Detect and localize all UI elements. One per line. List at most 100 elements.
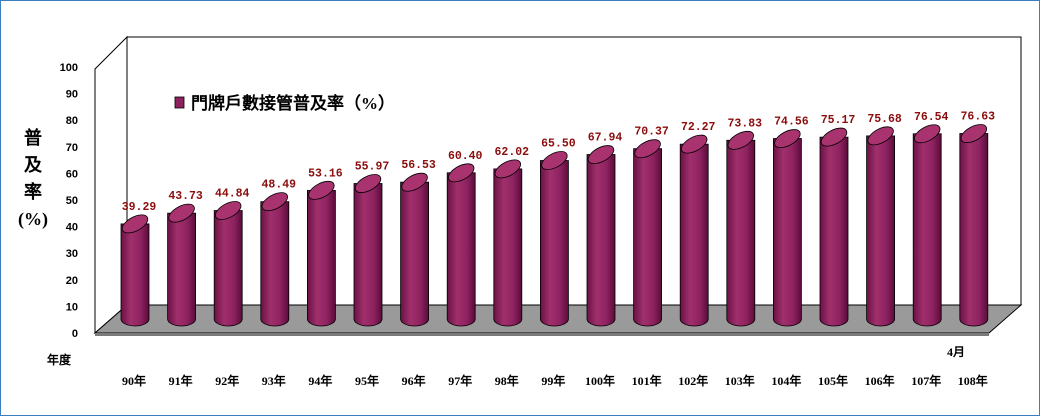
x-tick-label: 96年 xyxy=(402,373,426,388)
bar-body xyxy=(959,133,989,327)
data-labels: 39.29 43.73 44.84 48.49 53.16 55.97 56.53 60.40… xyxy=(122,111,995,214)
y-axis-title-part: (%) xyxy=(18,209,48,230)
x-tick-label: 98年 xyxy=(495,373,519,388)
bar-top xyxy=(820,127,848,147)
bar-top xyxy=(494,159,521,179)
x-tick-label: 92年 xyxy=(215,373,239,388)
y-tick-label: 50 xyxy=(66,195,78,207)
bar-body xyxy=(679,143,709,327)
floor-front-edge xyxy=(95,333,989,336)
bar xyxy=(866,126,895,327)
bar xyxy=(540,151,569,327)
bar xyxy=(213,201,243,327)
x-tick-label: 91年 xyxy=(169,373,193,388)
bar-top xyxy=(727,130,754,150)
y-tick-label: 30 xyxy=(66,248,78,260)
y-tick-label: 20 xyxy=(66,275,78,287)
bar-top xyxy=(867,126,894,146)
bar xyxy=(773,129,802,327)
y-tick-label: 70 xyxy=(66,142,78,154)
data-label: 75.17 xyxy=(821,114,856,127)
y-tick-label: 40 xyxy=(66,222,78,234)
x-tick-label: 97年 xyxy=(448,373,472,388)
bar-body xyxy=(120,223,150,327)
data-label: 44.84 xyxy=(215,187,250,200)
bar-body xyxy=(586,154,616,327)
bar-body xyxy=(213,210,243,327)
data-label: 53.16 xyxy=(308,167,343,180)
y-axis-ticks: 0 10 20 30 40 50 60 70 80 90 100 xyxy=(60,62,78,340)
data-label: 67.94 xyxy=(588,132,623,145)
bar-body xyxy=(400,181,429,327)
y-axis-title: 普及率 (%) xyxy=(18,127,48,230)
bar xyxy=(912,124,942,327)
data-label: 60.40 xyxy=(448,150,483,163)
legend-swatch xyxy=(174,96,185,109)
y-tick-label: 0 xyxy=(72,328,78,340)
last-category-note: 4月 xyxy=(947,345,965,359)
data-label: 76.54 xyxy=(914,111,949,124)
y-axis-title-part: 普 xyxy=(24,127,42,148)
bar-body xyxy=(446,172,476,327)
bar-top xyxy=(215,201,242,220)
bar-body xyxy=(866,135,895,327)
bar-body xyxy=(819,136,849,327)
x-tick-label: 106年 xyxy=(865,373,895,388)
y-axis-title-part: 及 xyxy=(24,155,43,175)
x-tick-label: 100年 xyxy=(585,373,615,388)
data-label: 76.63 xyxy=(961,111,996,124)
bar-body xyxy=(773,138,802,327)
bar-top xyxy=(681,134,708,154)
y-tick-label: 60 xyxy=(66,168,78,180)
bar-top xyxy=(960,124,987,143)
bar-top xyxy=(587,145,615,165)
bar xyxy=(353,174,383,327)
bar-top xyxy=(634,139,661,159)
bar xyxy=(400,172,429,327)
bar-top xyxy=(308,180,335,200)
y-tick-label: 10 xyxy=(66,301,78,313)
data-label: 72.27 xyxy=(681,121,716,134)
legend: 門牌戶數接管普及率（%） xyxy=(174,93,395,113)
x-axis-labels: 90年 91年 92年 93年 94年 95年 96年 97年 98年 99年 100年 101年 10… xyxy=(122,373,988,388)
bar-top xyxy=(774,129,801,148)
bar xyxy=(819,127,849,327)
bar xyxy=(120,214,150,327)
x-tick-label: 101年 xyxy=(632,373,662,388)
y-tick-label: 100 xyxy=(60,62,78,74)
x-tick-label: 105年 xyxy=(818,373,848,388)
data-label: 43.73 xyxy=(168,190,203,203)
data-label: 39.29 xyxy=(122,201,157,214)
bar-top xyxy=(354,174,382,193)
bar xyxy=(679,134,709,327)
bar-body xyxy=(307,189,336,327)
bar-body xyxy=(260,201,290,327)
bar-body xyxy=(493,168,523,327)
bar-body xyxy=(726,139,756,327)
bar-body xyxy=(167,212,196,327)
bar-top xyxy=(168,203,195,223)
legend-label: 門牌戶數接管普及率（%） xyxy=(191,93,395,113)
bars xyxy=(120,124,989,327)
bar xyxy=(167,203,196,327)
data-label: 56.53 xyxy=(401,159,436,172)
y-axis-title-part: 率 xyxy=(24,181,42,202)
svg-text:普及率(%): 普及率 (%) xyxy=(18,127,48,230)
bar-body xyxy=(912,133,942,327)
x-tick-label: 107年 xyxy=(911,373,941,388)
data-label: 70.37 xyxy=(634,126,669,139)
bar-body xyxy=(540,160,569,327)
bar-top xyxy=(261,192,288,212)
x-tick-label: 90年 xyxy=(122,373,146,388)
x-axis-title: 年度 xyxy=(47,352,72,367)
bar xyxy=(446,163,476,327)
x-tick-label: 95年 xyxy=(355,373,379,388)
bar xyxy=(633,139,662,327)
bar-top xyxy=(541,151,568,170)
data-label: 55.97 xyxy=(355,161,390,174)
data-label: 73.83 xyxy=(728,117,763,130)
bar-top xyxy=(448,163,475,183)
bar xyxy=(493,159,523,327)
